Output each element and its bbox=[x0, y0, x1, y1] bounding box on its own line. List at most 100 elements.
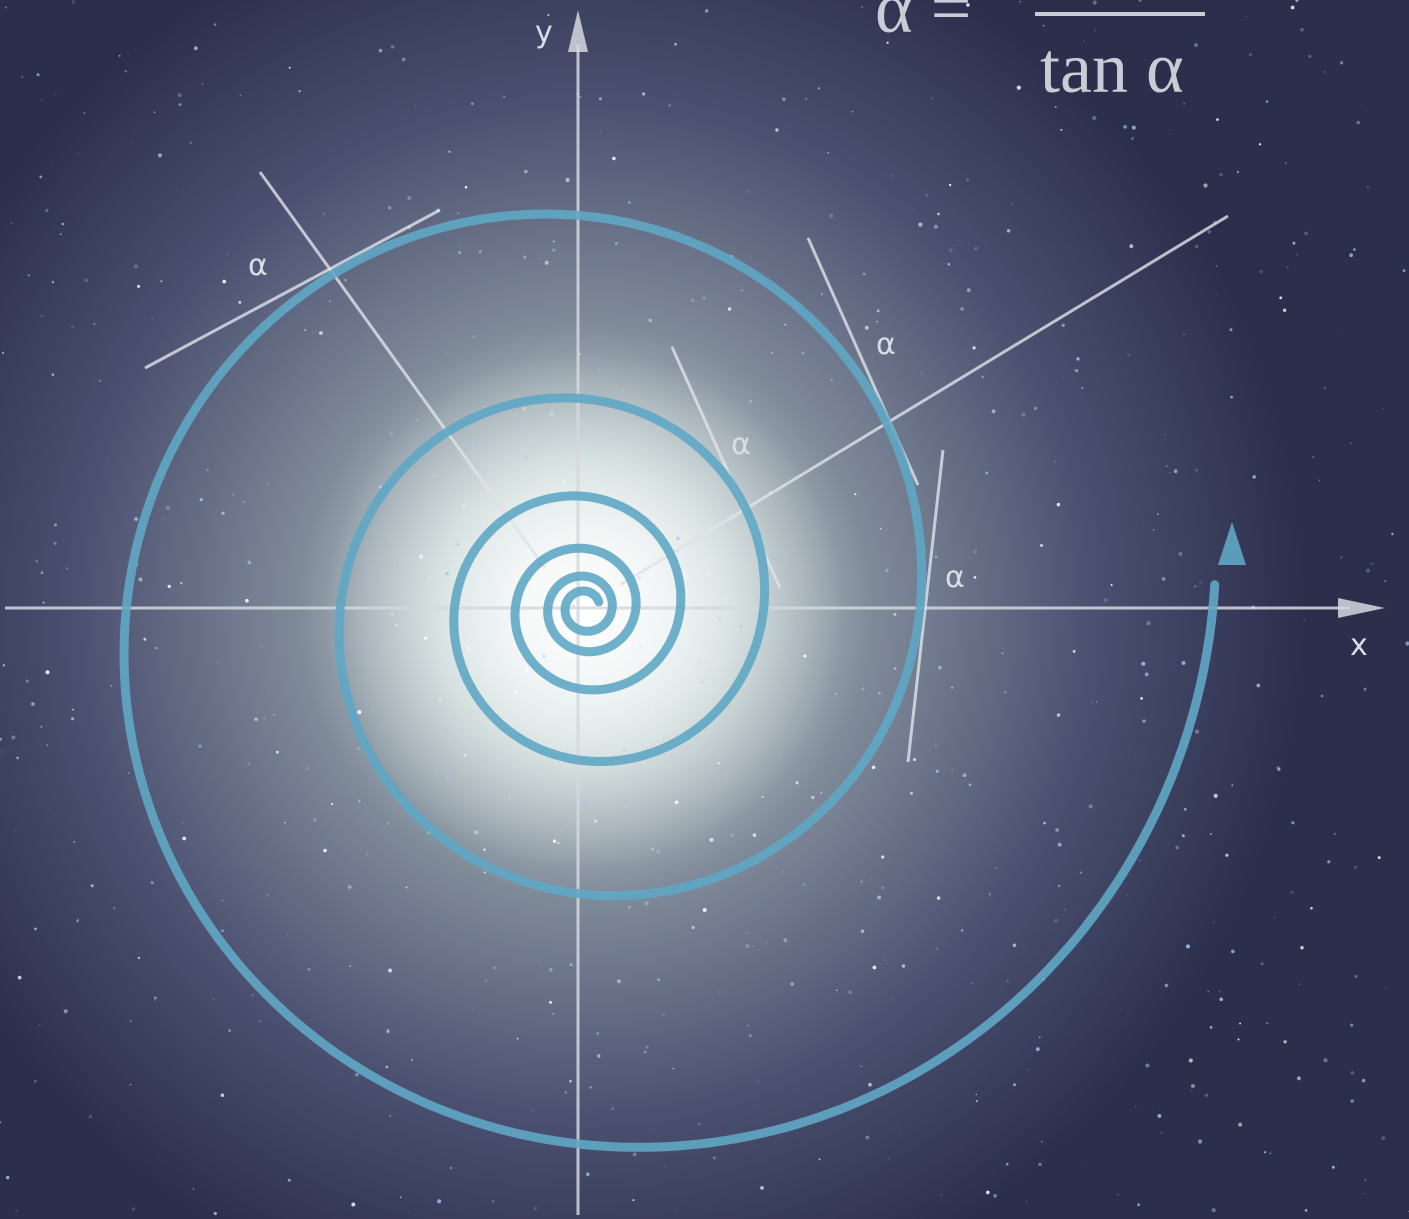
star bbox=[0, 1121, 1, 1124]
star bbox=[879, 920, 881, 922]
star bbox=[118, 55, 121, 57]
star bbox=[1287, 266, 1289, 268]
star bbox=[433, 526, 434, 527]
star bbox=[48, 809, 49, 811]
star bbox=[643, 1050, 647, 1054]
star bbox=[1027, 1069, 1028, 1071]
star bbox=[471, 102, 474, 106]
star bbox=[657, 978, 660, 981]
star bbox=[389, 431, 393, 436]
x-label: x bbox=[1350, 628, 1368, 663]
star bbox=[860, 880, 863, 883]
star bbox=[627, 201, 631, 204]
star bbox=[182, 836, 187, 841]
star bbox=[412, 742, 413, 744]
star bbox=[752, 946, 754, 948]
star bbox=[951, 686, 954, 689]
star bbox=[1146, 621, 1151, 626]
star bbox=[1127, 353, 1130, 357]
star bbox=[445, 571, 450, 576]
star bbox=[977, 509, 978, 511]
star bbox=[1001, 652, 1004, 655]
star bbox=[251, 994, 254, 997]
star bbox=[569, 963, 573, 967]
star bbox=[973, 549, 977, 554]
star bbox=[222, 279, 226, 284]
star bbox=[351, 1202, 356, 1207]
star bbox=[1142, 719, 1146, 723]
star bbox=[639, 645, 641, 647]
star bbox=[934, 555, 938, 559]
star bbox=[311, 331, 313, 333]
star bbox=[1181, 661, 1186, 665]
star bbox=[1405, 641, 1409, 646]
star bbox=[861, 6, 863, 8]
star bbox=[407, 196, 412, 200]
star bbox=[439, 698, 442, 701]
star bbox=[522, 407, 527, 411]
star bbox=[2, 664, 5, 667]
star bbox=[622, 799, 627, 803]
star bbox=[1291, 821, 1295, 825]
star bbox=[135, 47, 137, 49]
star bbox=[972, 346, 976, 350]
star bbox=[458, 251, 461, 255]
star bbox=[390, 612, 394, 616]
star bbox=[1040, 544, 1043, 547]
star bbox=[1137, 1203, 1140, 1207]
star bbox=[784, 323, 786, 326]
star bbox=[1200, 655, 1201, 656]
star bbox=[617, 979, 621, 984]
star bbox=[1402, 269, 1406, 272]
star bbox=[597, 368, 601, 371]
star bbox=[41, 99, 43, 101]
star bbox=[177, 93, 182, 98]
star bbox=[247, 762, 250, 765]
star bbox=[239, 94, 242, 96]
star bbox=[886, 41, 889, 44]
star bbox=[405, 886, 408, 889]
star bbox=[1056, 713, 1061, 717]
star bbox=[388, 968, 393, 973]
star bbox=[198, 744, 202, 748]
star bbox=[59, 233, 62, 236]
star bbox=[220, 1093, 225, 1097]
star bbox=[1299, 983, 1301, 985]
star bbox=[45, 208, 49, 213]
star bbox=[552, 839, 557, 843]
star bbox=[836, 989, 838, 991]
star bbox=[1161, 577, 1166, 581]
star bbox=[803, 654, 807, 658]
star bbox=[1140, 697, 1143, 700]
star bbox=[790, 982, 794, 986]
star bbox=[1382, 407, 1384, 409]
star bbox=[39, 1024, 41, 1026]
star bbox=[892, 738, 894, 740]
star bbox=[702, 296, 706, 300]
formula-denominator: tan α bbox=[1040, 28, 1184, 108]
star bbox=[1384, 987, 1387, 989]
star bbox=[970, 557, 972, 559]
star bbox=[1055, 106, 1057, 108]
star bbox=[1011, 202, 1013, 205]
star bbox=[730, 833, 734, 838]
star bbox=[876, 309, 880, 313]
star bbox=[561, 828, 563, 830]
star bbox=[745, 944, 750, 948]
star bbox=[664, 1165, 666, 1167]
star bbox=[1295, 0, 1299, 2]
star bbox=[761, 796, 764, 798]
star bbox=[677, 276, 679, 277]
star bbox=[17, 975, 22, 980]
star bbox=[901, 964, 906, 968]
star bbox=[952, 244, 954, 246]
star bbox=[1363, 687, 1367, 691]
star bbox=[651, 847, 654, 851]
star bbox=[991, 409, 996, 414]
star bbox=[61, 222, 65, 226]
star bbox=[936, 896, 941, 900]
star bbox=[854, 493, 857, 496]
star bbox=[1340, 556, 1343, 559]
star bbox=[516, 1037, 519, 1040]
